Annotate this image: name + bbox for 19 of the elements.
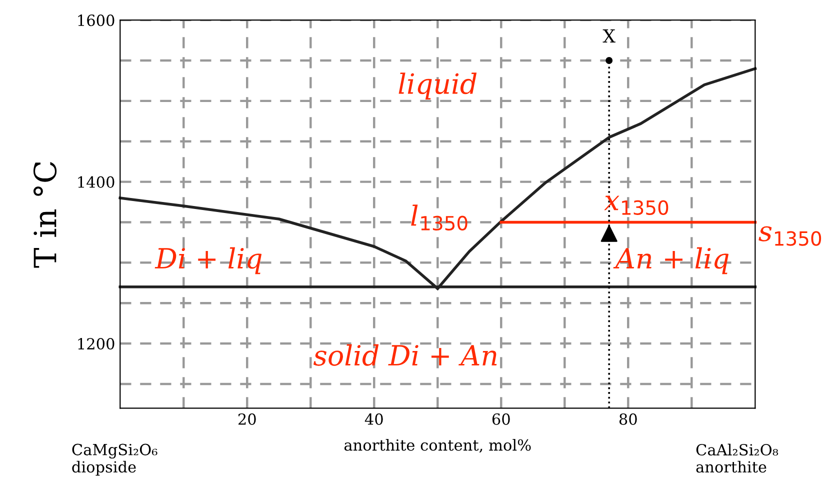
x-tick-label: 40: [364, 413, 383, 425]
x-axis-title: anorthite content, mol%: [344, 438, 531, 453]
y-axis-title: T in °C: [33, 162, 57, 268]
annotation: Di + liq: [154, 247, 262, 274]
text: CaMgSi₂O₆ diopside: [72, 444, 158, 476]
y-tick-label: 1200: [78, 338, 114, 350]
annotation: x$_{1350}$: [604, 196, 668, 215]
annotation: An + liq: [613, 247, 729, 274]
annotation: l$_{1350}$: [411, 204, 468, 231]
text: s$_{1350}$: [758, 226, 822, 246]
x-tick-label: 80: [619, 413, 637, 425]
y-tick-label: 1600: [78, 14, 114, 26]
x-tick-label: 60: [492, 413, 510, 425]
y-tick-label: 1400: [78, 176, 114, 188]
annotation: X: [602, 29, 616, 43]
x-tick-label: 20: [238, 413, 256, 425]
text: CaAl₂Si₂O₈ anorthite: [696, 444, 778, 473]
annotation: solid Di + An: [314, 344, 497, 366]
annotation: liquid: [398, 72, 477, 100]
